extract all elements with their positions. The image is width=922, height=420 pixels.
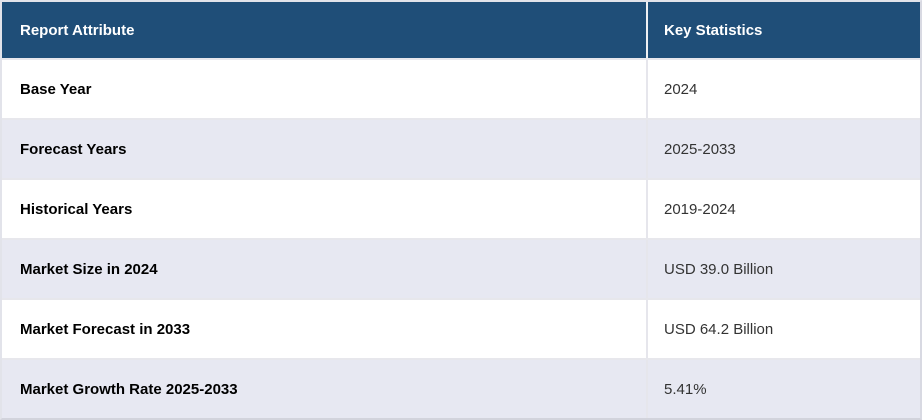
attribute-value: 2024: [646, 60, 920, 118]
column-header-report-attribute: Report Attribute: [20, 21, 135, 39]
table-header-row: Report Attribute Key Statistics: [2, 2, 920, 58]
table-row-market-forecast: Market Forecast in 2033 USD 64.2 Billion: [2, 298, 920, 358]
attribute-value: 5.41%: [646, 360, 920, 418]
attribute-value: 2019-2024: [646, 180, 920, 238]
attribute-label: Base Year: [20, 80, 92, 98]
table-row-market-size: Market Size in 2024 USD 39.0 Billion: [2, 238, 920, 298]
attribute-value: USD 64.2 Billion: [646, 300, 920, 358]
table-row-market-growth-rate: Market Growth Rate 2025-2033 5.41%: [2, 358, 920, 418]
table-row-forecast-years: Forecast Years 2025-2033: [2, 118, 920, 178]
table-row-base-year: Base Year 2024: [2, 58, 920, 118]
attribute-label: Market Forecast in 2033: [20, 320, 191, 338]
column-header-key-statistics: Key Statistics: [646, 2, 920, 58]
attribute-value: 2025-2033: [646, 120, 920, 178]
attribute-value: USD 39.0 Billion: [646, 240, 920, 298]
attribute-label: Market Growth Rate 2025-2033: [20, 380, 238, 398]
attribute-label: Forecast Years: [20, 140, 127, 158]
attribute-label: Historical Years: [20, 200, 133, 218]
attribute-label: Market Size in 2024: [20, 260, 158, 278]
table-row-historical-years: Historical Years 2019-2024: [2, 178, 920, 238]
